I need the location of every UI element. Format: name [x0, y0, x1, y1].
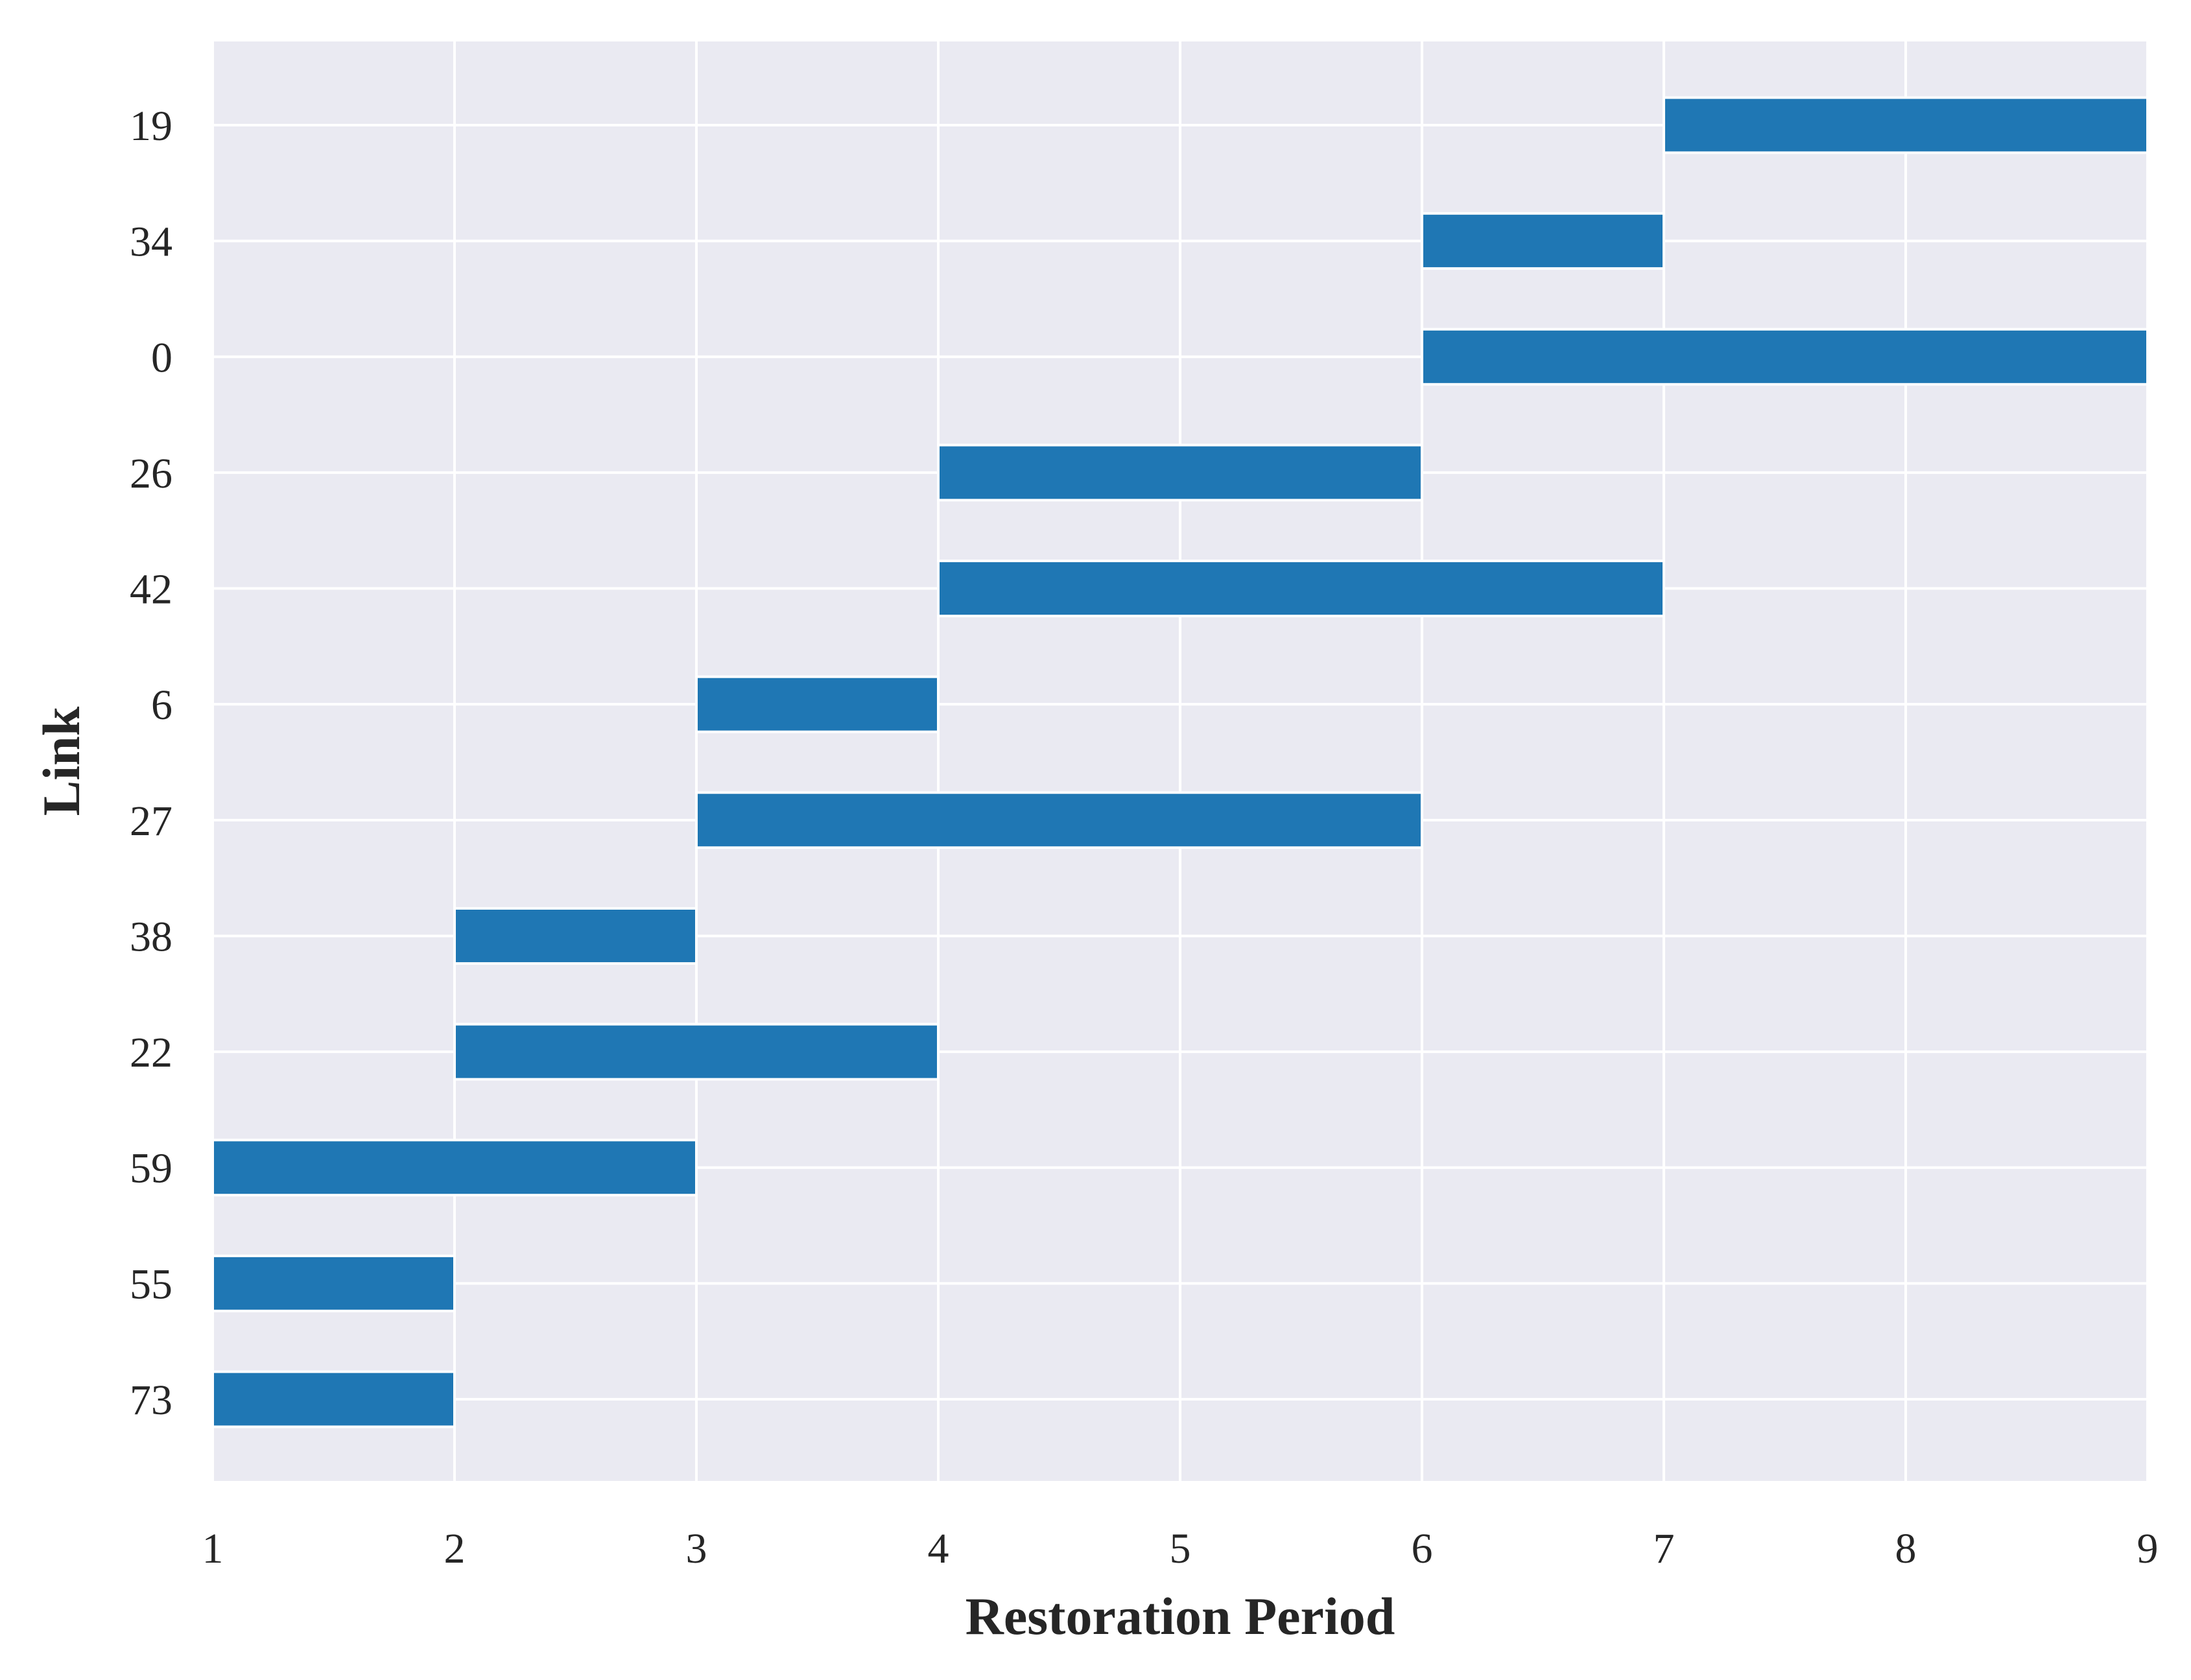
bar-link-27 — [695, 791, 1423, 849]
y-tick-label: 0 — [151, 334, 172, 381]
x-tick-label: 7 — [1653, 1525, 1675, 1572]
y-axis-label: Link — [32, 706, 91, 816]
bar-link-19 — [1663, 96, 2149, 154]
y-tick-label: 6 — [151, 681, 172, 729]
x-tick-label: 9 — [2137, 1525, 2159, 1572]
bar-link-38 — [453, 906, 698, 965]
x-axis-label: Restoration Period — [965, 1587, 1395, 1646]
y-tick-label: 73 — [130, 1377, 172, 1424]
x-tick-label: 1 — [202, 1525, 224, 1572]
y-tick-label: 42 — [130, 566, 172, 613]
bar-link-42 — [937, 560, 1665, 618]
bar-link-34 — [1421, 212, 1665, 270]
y-tick-labels: 73 55 59 22 38 27 6 42 26 0 34 19 — [130, 102, 172, 1424]
bar-link-26 — [937, 444, 1423, 502]
y-tick-label: 22 — [130, 1029, 172, 1076]
y-tick-label: 59 — [130, 1145, 172, 1192]
y-tick-label: 55 — [130, 1260, 172, 1308]
x-tick-label: 4 — [928, 1525, 949, 1572]
x-tick-label: 8 — [1895, 1525, 1917, 1572]
y-tick-label: 38 — [130, 913, 172, 960]
y-tick-label: 19 — [130, 102, 172, 150]
x-tick-label: 5 — [1170, 1525, 1191, 1572]
x-tick-label: 3 — [686, 1525, 707, 1572]
bar-link-22 — [453, 1023, 940, 1081]
x-tick-labels: 1 2 3 4 5 6 7 8 9 — [202, 1525, 2159, 1572]
y-tick-label: 34 — [130, 219, 172, 266]
bar-link-55 — [211, 1254, 456, 1312]
bars — [211, 96, 2149, 1428]
bar-link-73 — [211, 1370, 456, 1428]
x-tick-label: 2 — [444, 1525, 466, 1572]
y-tick-label: 27 — [130, 798, 172, 845]
x-tick-label: 6 — [1412, 1525, 1433, 1572]
bar-link-59 — [211, 1139, 698, 1197]
y-tick-label: 26 — [130, 450, 172, 497]
bar-link-0 — [1421, 327, 2149, 386]
bar-link-6 — [695, 675, 940, 733]
